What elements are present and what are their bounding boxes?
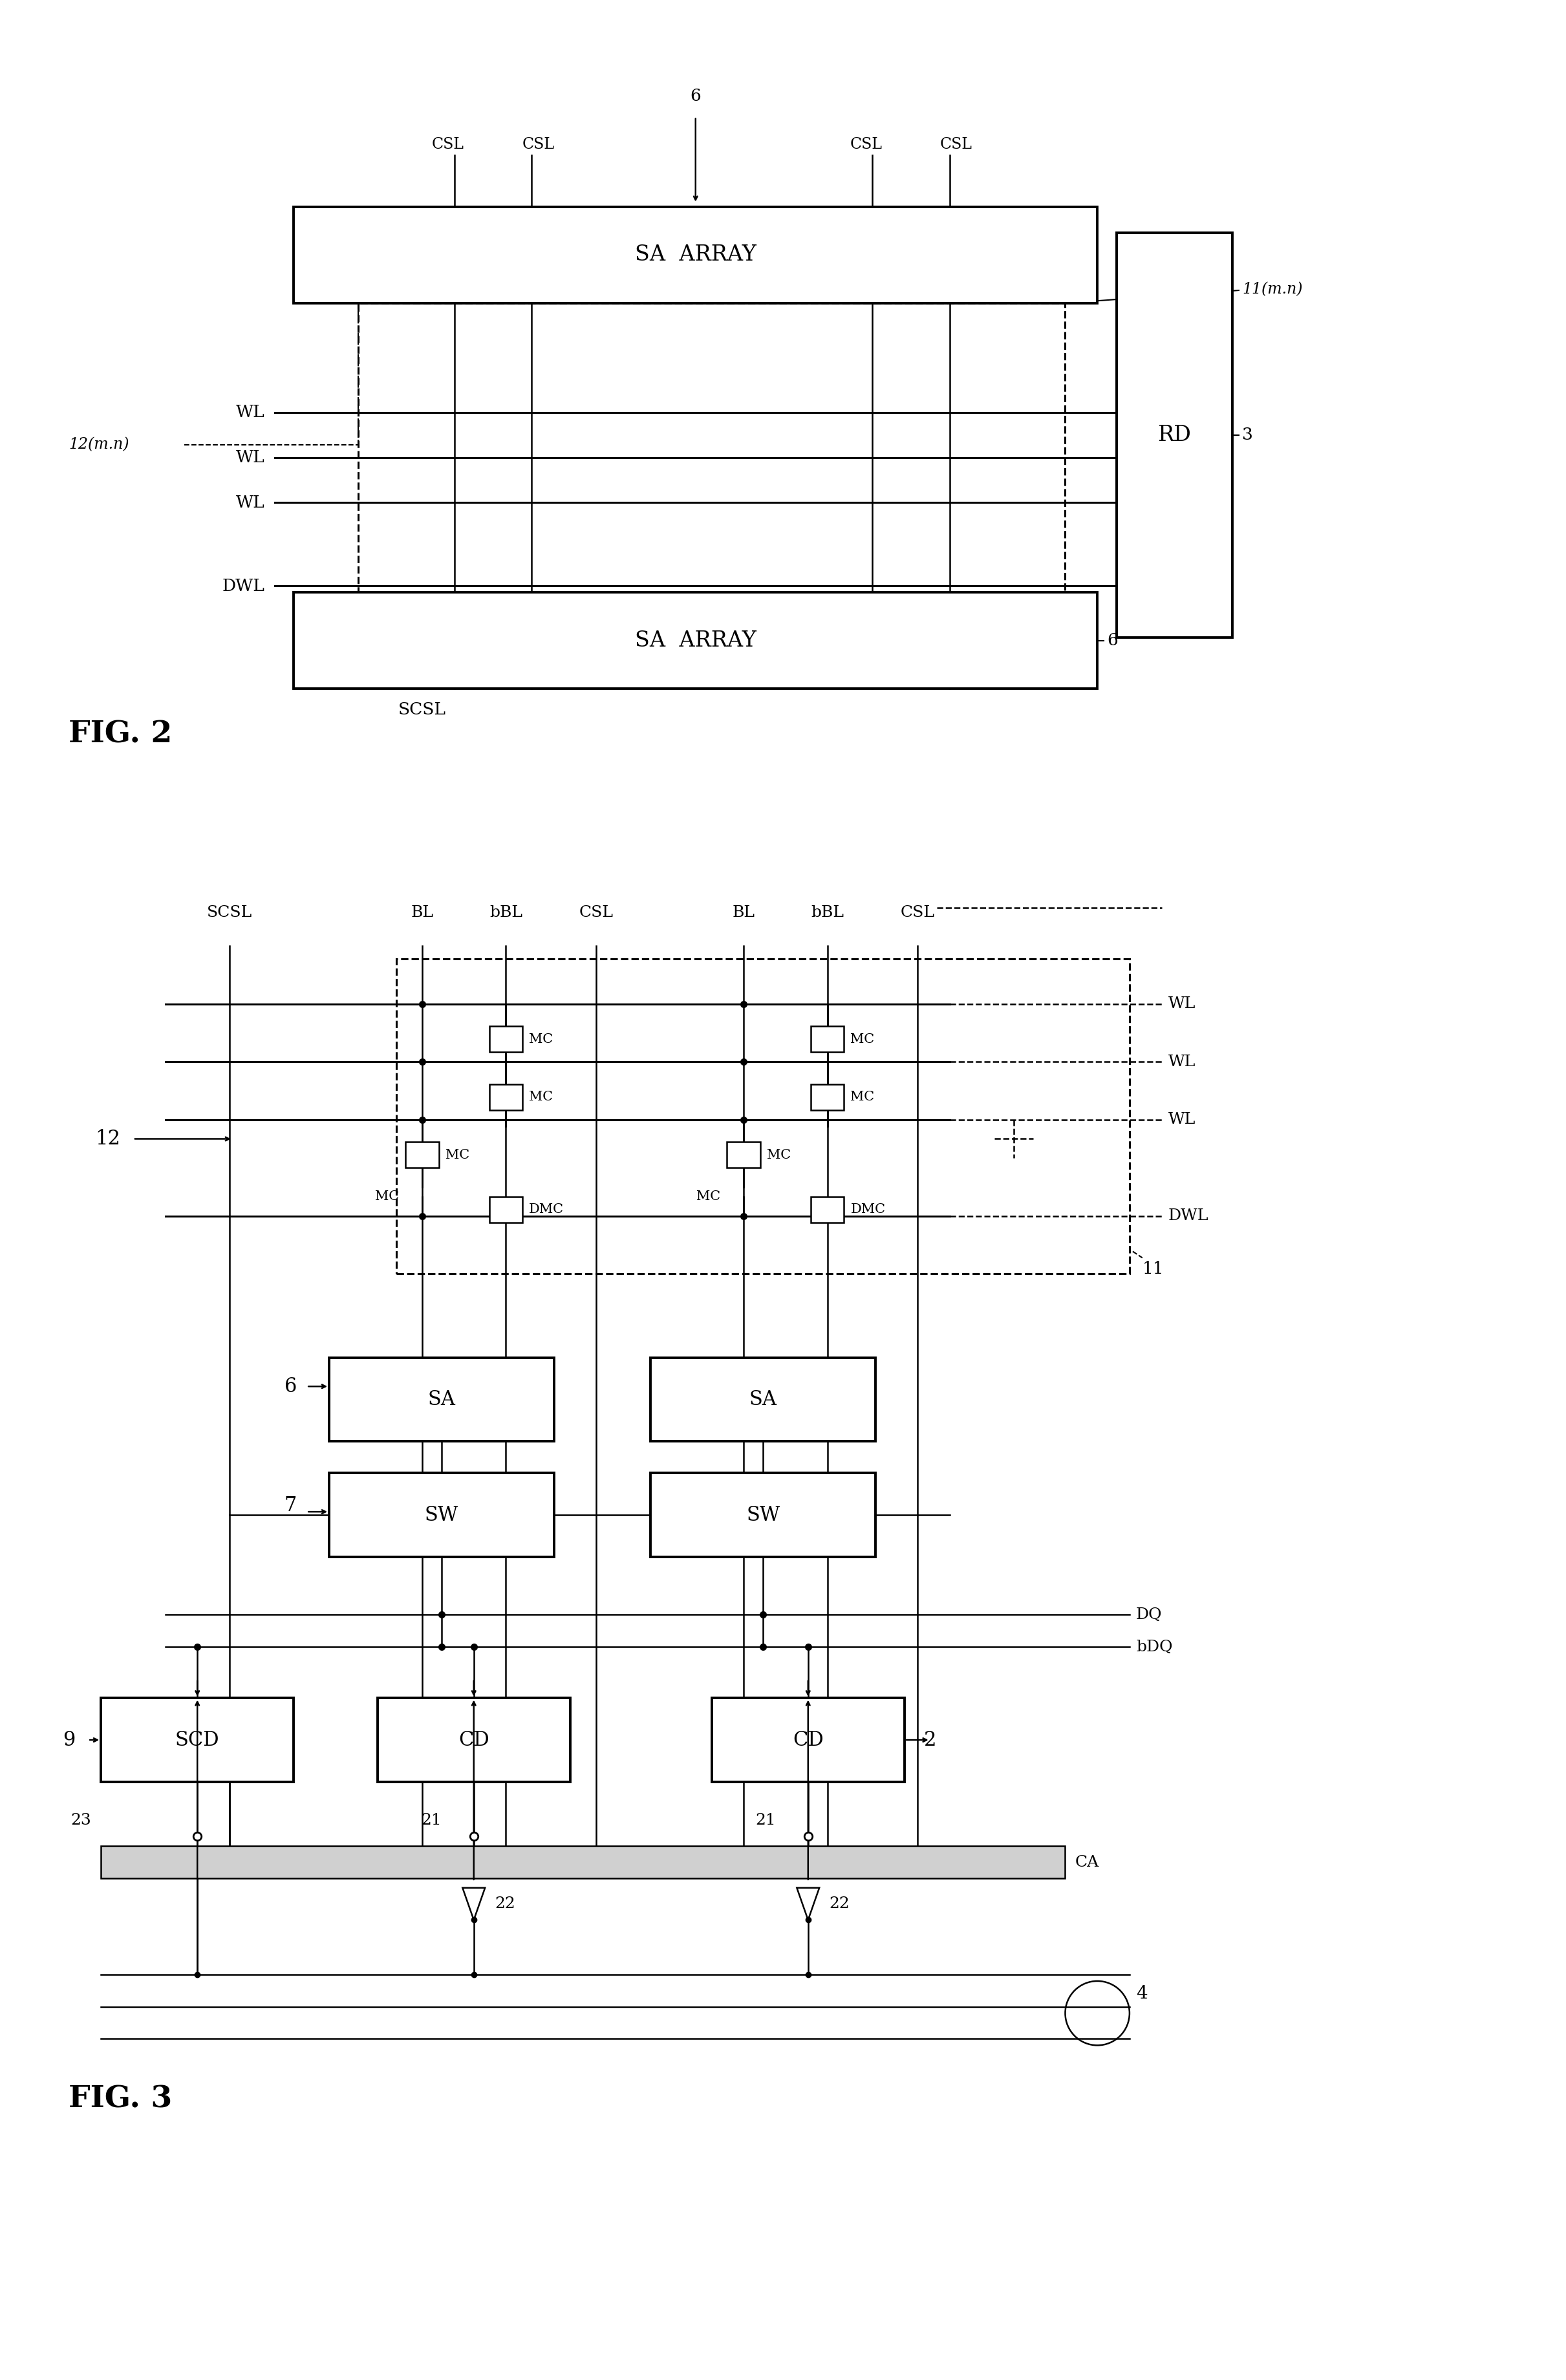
Bar (329, 1473, 554, 1557)
Bar (377, 1699, 570, 1783)
Bar (1117, 233, 1232, 638)
Bar (359, 302, 1065, 638)
Text: SCSL: SCSL (398, 702, 446, 719)
Text: BL: BL (410, 904, 434, 921)
Text: 22: 22 (495, 1897, 515, 1911)
Bar (650, 1357, 875, 1440)
Text: DWL: DWL (1168, 1209, 1209, 1223)
Text: SA: SA (749, 1390, 777, 1409)
Text: bBL: bBL (811, 904, 844, 921)
Bar (650, 1473, 875, 1557)
Text: FIG. 3: FIG. 3 (69, 2085, 172, 2113)
Bar (811, 1026, 844, 1052)
Text: WL: WL (1168, 1054, 1195, 1069)
Bar (489, 1085, 523, 1109)
Text: CSL: CSL (432, 138, 464, 152)
Bar (406, 1142, 438, 1169)
Text: 4: 4 (1135, 1985, 1148, 2002)
Text: MC: MC (850, 1033, 874, 1045)
Text: SA  ARRAY: SA ARRAY (634, 631, 756, 652)
Text: 21: 21 (421, 1814, 442, 1828)
Bar (294, 593, 1098, 688)
Text: 21: 21 (755, 1814, 775, 1828)
Bar (489, 1197, 523, 1223)
Text: CSL: CSL (521, 138, 554, 152)
Bar (396, 959, 1129, 1273)
Text: SW: SW (745, 1504, 780, 1526)
Text: CSL: CSL (940, 138, 972, 152)
Text: CSL: CSL (850, 138, 882, 152)
Text: 6: 6 (1107, 633, 1118, 650)
Text: DWL: DWL (222, 578, 265, 595)
Text: 2: 2 (924, 1730, 936, 1749)
Text: 23: 23 (70, 1814, 91, 1828)
Bar (329, 1357, 554, 1440)
Text: SA  ARRAY: SA ARRAY (634, 245, 756, 264)
Bar (100, 1699, 294, 1783)
Bar (811, 1085, 844, 1109)
Bar (489, 1026, 523, 1052)
Text: FIG. 2: FIG. 2 (69, 719, 172, 750)
Text: WL: WL (1168, 997, 1195, 1012)
Text: SCSL: SCSL (207, 904, 252, 921)
Text: SA: SA (428, 1390, 456, 1409)
Text: MC: MC (529, 1033, 553, 1045)
Text: MC: MC (767, 1150, 791, 1161)
Bar (727, 1142, 761, 1169)
Text: CSL: CSL (579, 904, 612, 921)
Text: MC: MC (529, 1090, 553, 1104)
Text: CD: CD (459, 1730, 489, 1749)
Text: CSL: CSL (900, 904, 935, 921)
Text: 7: 7 (285, 1495, 298, 1516)
Text: DMC: DMC (529, 1204, 564, 1216)
Text: SW: SW (424, 1504, 459, 1526)
Text: SCD: SCD (175, 1730, 219, 1749)
Bar (811, 1197, 844, 1223)
Text: 3: 3 (1242, 426, 1253, 443)
Text: WL: WL (236, 405, 265, 421)
Text: MC: MC (376, 1190, 399, 1202)
Text: BL: BL (733, 904, 755, 921)
Text: 22: 22 (828, 1897, 849, 1911)
Bar (100, 1847, 1065, 1878)
Text: WL: WL (236, 495, 265, 512)
Text: CD: CD (792, 1730, 824, 1749)
Text: 12: 12 (96, 1128, 121, 1150)
Bar (711, 1699, 905, 1783)
Text: DQ: DQ (1135, 1607, 1162, 1623)
Text: WL: WL (236, 450, 265, 466)
Text: MC: MC (697, 1190, 720, 1202)
Text: 6: 6 (285, 1376, 298, 1397)
Text: MC: MC (445, 1150, 470, 1161)
Text: DMC: DMC (850, 1204, 885, 1216)
Text: 9: 9 (63, 1730, 75, 1749)
Text: bBL: bBL (490, 904, 523, 921)
Text: 12(m.n): 12(m.n) (69, 438, 130, 452)
Text: bDQ: bDQ (1135, 1640, 1173, 1654)
Bar (294, 207, 1098, 302)
Text: MC: MC (850, 1090, 874, 1104)
Text: CA: CA (1074, 1854, 1099, 1871)
Text: 11(m.n): 11(m.n) (1242, 281, 1303, 298)
Text: 6: 6 (691, 88, 702, 105)
Text: WL: WL (1168, 1111, 1195, 1128)
Text: RD: RD (1157, 424, 1192, 445)
Text: 11: 11 (1142, 1261, 1164, 1278)
